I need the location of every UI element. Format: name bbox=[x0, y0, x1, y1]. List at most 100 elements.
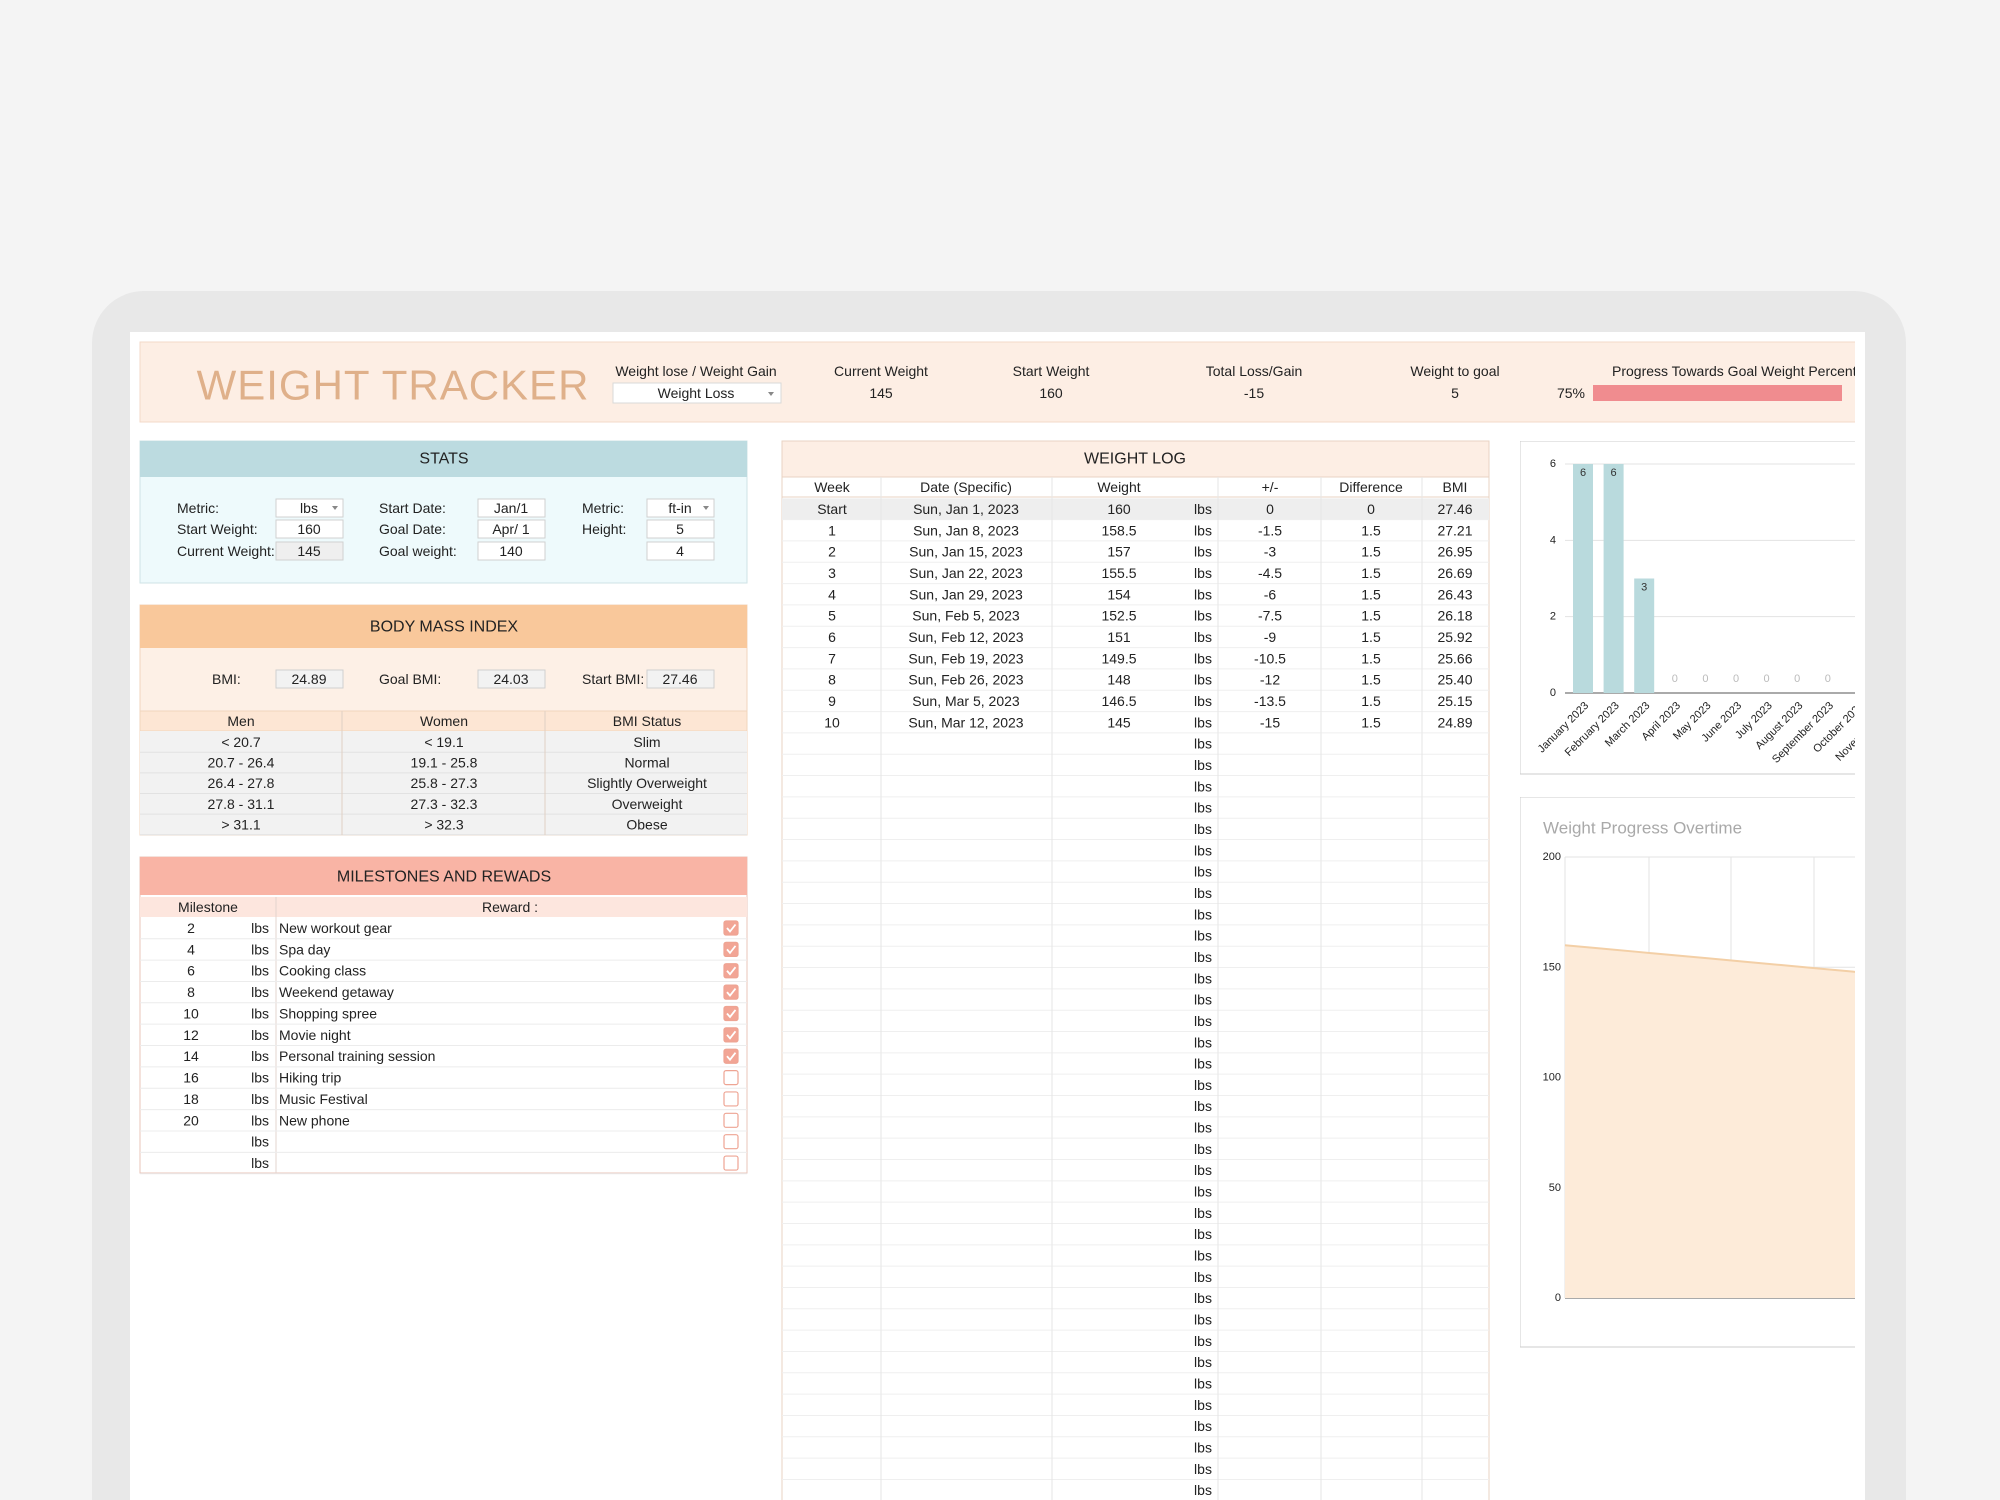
y-tick-label: 0 bbox=[1550, 687, 1556, 699]
milestone-unit: lbs bbox=[251, 1155, 269, 1171]
mode-dropdown bbox=[612, 382, 782, 404]
log-cell: lbs bbox=[1194, 1077, 1212, 1093]
log-cell: lbs bbox=[1194, 1248, 1212, 1264]
log-cell: lbs bbox=[1194, 928, 1212, 944]
log-cell: lbs bbox=[1194, 714, 1212, 730]
reward-checkbox[interactable] bbox=[723, 984, 739, 1000]
milestone-unit: lbs bbox=[251, 1005, 269, 1021]
milestone-reward: Shopping spree bbox=[279, 1005, 377, 1021]
log-cell: Sun, Mar 12, 2023 bbox=[908, 714, 1023, 730]
log-cell: lbs bbox=[1194, 1376, 1212, 1392]
reward-checkbox[interactable] bbox=[723, 1005, 739, 1022]
bmi-value: 27.46 bbox=[662, 671, 697, 687]
bar bbox=[1634, 578, 1655, 693]
bmi-label: BMI: bbox=[212, 671, 241, 687]
bmi-input bbox=[275, 669, 344, 689]
milestone-amount: 10 bbox=[183, 1005, 199, 1021]
log-cell: 149.5 bbox=[1101, 650, 1136, 666]
milestone-amount: 4 bbox=[187, 941, 195, 957]
reward-checkbox[interactable] bbox=[723, 1027, 739, 1043]
milestones-column: Milestone bbox=[178, 899, 238, 915]
check-mark bbox=[726, 923, 737, 933]
milestone-reward: Music Festival bbox=[279, 1091, 368, 1107]
stats-label: Metric: bbox=[582, 500, 624, 516]
reward-checkbox[interactable] bbox=[723, 1069, 739, 1086]
stats-input bbox=[275, 498, 344, 518]
start-row bbox=[782, 498, 1489, 520]
log-column-header: BMI bbox=[1443, 479, 1468, 495]
log-cell: lbs bbox=[1194, 501, 1212, 517]
milestones-subheader bbox=[140, 897, 747, 917]
log-cell: Sun, Jan 29, 2023 bbox=[909, 586, 1023, 602]
stats-value: ft-in bbox=[668, 500, 691, 516]
header-value: 160 bbox=[1039, 385, 1063, 401]
log-cell: -9 bbox=[1264, 629, 1277, 645]
stats-value: 4 bbox=[676, 543, 684, 559]
header-label: Current Weight bbox=[834, 363, 928, 379]
log-cell: 1.5 bbox=[1361, 650, 1381, 666]
bar-value-label: 3 bbox=[1641, 582, 1647, 594]
reward-checkbox[interactable] bbox=[723, 941, 739, 957]
log-column-header: +/- bbox=[1262, 479, 1279, 495]
check-mark bbox=[726, 966, 737, 976]
stats-value: Jan/1 bbox=[494, 500, 528, 516]
reward-checkbox[interactable] bbox=[723, 1091, 739, 1107]
log-cell: 146.5 bbox=[1101, 693, 1136, 709]
log-cell: 158.5 bbox=[1101, 522, 1136, 538]
y-tick-label: 6 bbox=[1550, 458, 1556, 470]
log-cell: lbs bbox=[1194, 565, 1212, 581]
milestone-unit: lbs bbox=[251, 1048, 269, 1064]
log-cell: Start bbox=[817, 501, 847, 517]
stats-value: 5 bbox=[676, 521, 684, 537]
app-title: WEIGHT TRACKER bbox=[197, 362, 590, 409]
log-cell: lbs bbox=[1194, 949, 1212, 965]
log-cell: -15 bbox=[1260, 714, 1280, 730]
log-cell: lbs bbox=[1194, 1205, 1212, 1221]
log-cell: Sun, Feb 12, 2023 bbox=[908, 629, 1023, 645]
log-cell: Sun, Feb 19, 2023 bbox=[908, 650, 1023, 666]
milestone-amount: 6 bbox=[187, 963, 195, 979]
log-cell: lbs bbox=[1194, 864, 1212, 880]
milestone-reward: Weekend getaway bbox=[279, 984, 394, 1000]
reward-checkbox[interactable] bbox=[723, 920, 739, 936]
reward-checkbox[interactable] bbox=[723, 1048, 739, 1064]
log-cell: Sun, Mar 5, 2023 bbox=[912, 693, 1020, 709]
stats-label: Goal Date: bbox=[379, 521, 446, 537]
log-cell: 1.5 bbox=[1361, 672, 1381, 688]
reward-checkbox[interactable] bbox=[723, 1134, 739, 1150]
stats-input bbox=[646, 498, 715, 518]
log-cell: -12 bbox=[1260, 672, 1280, 688]
check-mark bbox=[726, 1030, 737, 1040]
log-cell: 145 bbox=[1107, 714, 1131, 730]
log-column-header: Week bbox=[814, 479, 851, 495]
log-cell: 10 bbox=[824, 714, 840, 730]
log-cell: 25.15 bbox=[1437, 693, 1472, 709]
bmi-cell: < 20.7 bbox=[221, 734, 261, 750]
milestone-amount: 18 bbox=[183, 1091, 199, 1107]
stats-input bbox=[646, 541, 715, 561]
bar-value-label: 6 bbox=[1580, 467, 1586, 479]
bmi-cell: 27.3 - 32.3 bbox=[411, 796, 478, 812]
log-cell: Sun, Feb 5, 2023 bbox=[912, 608, 1020, 624]
bmi-cell: < 19.1 bbox=[424, 734, 464, 750]
header-value: -15 bbox=[1244, 385, 1264, 401]
log-cell: lbs bbox=[1194, 629, 1212, 645]
log-cell: 7 bbox=[828, 650, 836, 666]
log-cell: -13.5 bbox=[1254, 693, 1286, 709]
bmi-cell: 20.7 - 26.4 bbox=[208, 755, 275, 771]
stats-input bbox=[477, 519, 546, 539]
log-cell: lbs bbox=[1194, 672, 1212, 688]
log-cell: lbs bbox=[1194, 842, 1212, 858]
reward-checkbox[interactable] bbox=[723, 963, 739, 979]
log-cell: 152.5 bbox=[1101, 608, 1136, 624]
bmi-input bbox=[646, 669, 715, 689]
log-cell: -3 bbox=[1264, 544, 1277, 560]
log-cell: 3 bbox=[828, 565, 836, 581]
log-cell: lbs bbox=[1194, 1098, 1212, 1114]
log-cell: 25.92 bbox=[1437, 629, 1472, 645]
bar-value-label: 0 bbox=[1825, 673, 1831, 685]
reward-checkbox[interactable] bbox=[723, 1155, 739, 1171]
stats-value: 140 bbox=[499, 543, 523, 559]
reward-checkbox[interactable] bbox=[723, 1112, 739, 1128]
bmi-column-header: BMI Status bbox=[613, 713, 681, 729]
